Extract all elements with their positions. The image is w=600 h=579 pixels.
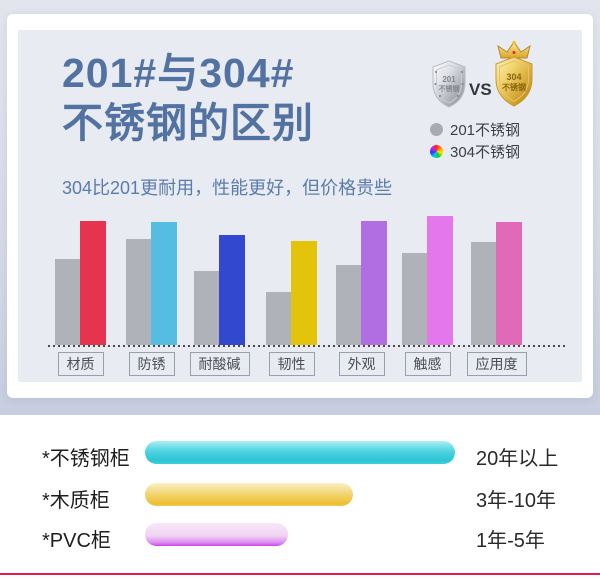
chart-group	[266, 241, 317, 345]
gray-dot-icon	[430, 122, 443, 136]
lifespan-value: 20年以上	[476, 448, 559, 470]
gold-shield-number: 304	[506, 72, 521, 82]
legend-label-304: 304不锈钢	[450, 143, 521, 161]
bar-201	[266, 292, 291, 345]
lifespan-value: 1年-5年	[476, 530, 545, 552]
vs-label: VS	[469, 80, 492, 99]
chart-legend: 201不锈钢 304不锈钢	[430, 118, 520, 162]
page-title-line1: 201#与304#	[62, 50, 295, 96]
color-wheel-icon	[430, 144, 443, 158]
bar-201	[471, 242, 496, 345]
lifespan-bar	[145, 441, 455, 464]
chart-group	[55, 221, 106, 345]
category-label: 触感	[404, 352, 451, 376]
category-label: 韧性	[268, 352, 315, 376]
category-label: 耐酸碱	[189, 352, 250, 376]
bar-304	[427, 216, 453, 345]
bar-chart: 材质 防锈 耐酸碱 韧性 外观 触感 应用度	[18, 30, 582, 382]
chart-group	[402, 216, 453, 345]
lifespan-row-label: *不锈钢柜	[42, 448, 130, 470]
legend-label-201: 201不锈钢	[450, 121, 521, 139]
bar-201	[55, 259, 80, 345]
silver-shield-text: 不锈钢	[439, 84, 460, 93]
lifespan-bar	[145, 523, 288, 546]
comparison-card: 201#与304# 不锈钢的区别 304比201更耐用，性能更好，但价格贵些	[7, 14, 593, 398]
chart-group	[471, 222, 522, 345]
gold-shield-text: 不锈钢	[502, 82, 526, 92]
lifespan-value: 3年-10年	[476, 490, 557, 512]
bar-201	[336, 265, 361, 345]
gold-shield-304-icon: 304 不锈钢	[495, 40, 533, 107]
chart-group	[126, 222, 177, 345]
bar-201	[402, 253, 427, 345]
bar-201	[194, 271, 219, 345]
crown-icon	[497, 41, 531, 59]
lifespan-row-label: *PVC柜	[42, 530, 111, 552]
category-label: 外观	[338, 352, 385, 376]
bar-304	[496, 222, 522, 345]
chart-panel: 201#与304# 不锈钢的区别 304比201更耐用，性能更好，但价格贵些	[18, 30, 582, 382]
bar-304	[80, 221, 106, 345]
legend-item-201: 201不锈钢	[430, 118, 520, 140]
silver-shield-201-icon: 201 不锈钢	[432, 60, 466, 108]
legend-item-304: 304不锈钢	[430, 140, 520, 162]
page-title-line2: 不锈钢的区别	[62, 100, 314, 146]
bottom-divider-line	[0, 573, 600, 575]
chart-group	[194, 235, 245, 345]
category-label: 材质	[57, 352, 104, 376]
bar-304	[361, 221, 387, 345]
silver-shield-number: 201	[442, 75, 456, 84]
lifespan-section: *不锈钢柜 20年以上 *木质柜 3年-10年 *PVC柜 1年-5年	[0, 415, 600, 579]
bar-201	[126, 239, 151, 345]
lifespan-bar	[145, 483, 353, 506]
lifespan-row-label: *木质柜	[42, 490, 110, 512]
bar-304	[151, 222, 177, 345]
chart-group	[336, 221, 387, 345]
vs-badges: 201 不锈钢 VS	[426, 40, 576, 120]
chart-baseline	[48, 345, 565, 347]
bar-304	[219, 235, 245, 345]
bar-304	[291, 241, 317, 345]
subtitle: 304比201更耐用，性能更好，但价格贵些	[62, 178, 393, 198]
category-label: 防锈	[128, 352, 175, 376]
category-label: 应用度	[466, 352, 527, 376]
